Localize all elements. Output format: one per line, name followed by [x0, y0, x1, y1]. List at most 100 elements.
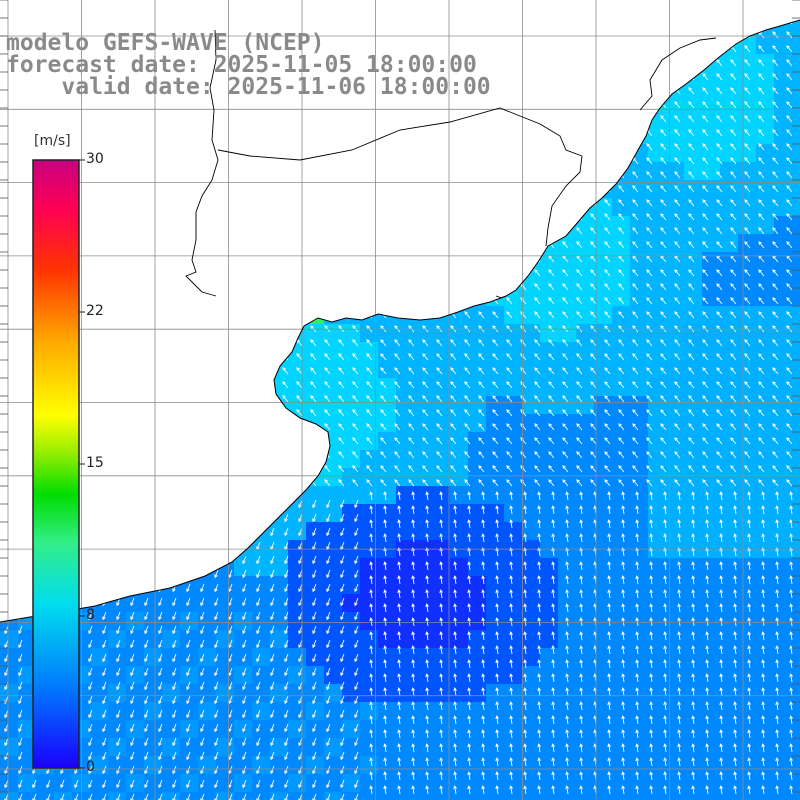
wind-arrow: [226, 20, 233, 25]
wind-arrow: [618, 59, 625, 67]
wind-arrow: [691, 603, 695, 613]
wind-arrow: [495, 771, 499, 781]
wind-arrow: [632, 59, 639, 67]
wind-arrow: [366, 353, 373, 361]
wind-arrow: [492, 283, 499, 291]
wind-arrow: [579, 757, 583, 767]
wind-arrow: [719, 589, 723, 599]
wind-arrow: [478, 157, 485, 165]
wind-arrow: [198, 297, 205, 305]
wind-arrow: [786, 241, 793, 249]
wind-arrow: [761, 519, 765, 529]
wind-arrow: [425, 729, 429, 739]
wind-arrow: [590, 269, 597, 277]
wind-arrow: [102, 695, 107, 705]
wind-arrow: [16, 367, 23, 375]
wind-arrow: [86, 269, 93, 277]
wind-arrow: [453, 687, 457, 697]
wind-arrow: [212, 241, 219, 249]
wind-arrow: [492, 409, 499, 417]
wind-arrow: [450, 31, 457, 39]
wind-arrow: [758, 227, 765, 235]
wind-arrow: [2, 395, 9, 403]
wind-arrow: [772, 311, 779, 319]
wind-arrow: [744, 479, 751, 487]
wind-arrow: [102, 765, 107, 775]
wind-arrow: [340, 709, 345, 719]
wind-arrow: [632, 87, 639, 95]
wind-arrow: [100, 437, 107, 445]
wind-arrow: [607, 533, 611, 543]
wind-arrow: [730, 143, 737, 151]
wind-arrow: [495, 519, 499, 529]
wind-arrow: [411, 491, 415, 501]
wind-arrow: [579, 533, 583, 543]
wind-arrow: [660, 31, 667, 39]
wind-arrow: [242, 513, 247, 523]
wind-arrow: [478, 129, 485, 137]
wind-arrow: [397, 743, 401, 753]
wind-arrow: [509, 589, 513, 599]
wind-arrow: [618, 199, 625, 207]
wind-arrow: [632, 20, 639, 25]
wind-arrow: [242, 709, 247, 719]
wind-arrow: [58, 101, 65, 109]
wind-arrow: [170, 157, 177, 165]
wind-arrow: [688, 409, 695, 417]
wind-arrow: [506, 227, 513, 235]
wind-arrow: [142, 353, 149, 361]
wind-arrow: [534, 213, 541, 221]
wind-arrow: [142, 129, 149, 137]
wind-arrow: [324, 283, 331, 291]
wind-arrow: [18, 793, 23, 800]
wind-arrow: [340, 569, 345, 579]
wind-arrow: [492, 87, 499, 95]
wind-arrow: [758, 353, 765, 361]
wind-arrow: [716, 129, 723, 137]
wind-arrow: [86, 437, 93, 445]
wind-arrow: [576, 465, 583, 473]
wind-arrow: [663, 729, 667, 739]
wind-arrow: [394, 20, 401, 25]
wind-arrow: [758, 59, 765, 67]
wind-arrow: [786, 45, 793, 53]
wind-arrow: [170, 479, 177, 487]
wind-arrow: [635, 659, 639, 669]
wind-arrow: [551, 575, 555, 585]
wind-arrow: [186, 527, 191, 537]
wind-arrow: [114, 479, 121, 487]
wind-arrow: [254, 311, 261, 319]
wind-arrow: [198, 241, 205, 249]
wind-arrow: [186, 555, 191, 565]
wind-arrow: [226, 241, 233, 249]
wind-arrow: [270, 555, 275, 565]
wind-arrow: [242, 695, 247, 705]
wind-arrow: [156, 227, 163, 235]
wind-arrow: [282, 395, 289, 403]
wind-arrow: [18, 597, 23, 607]
wind-arrow: [775, 673, 779, 683]
wind-arrow: [130, 695, 135, 705]
wind-arrow: [242, 653, 247, 663]
wind-arrow: [534, 423, 541, 431]
wind-arrow: [296, 395, 303, 403]
wind-arrow: [464, 199, 471, 207]
wind-arrow: [646, 451, 653, 459]
wind-arrow: [186, 681, 191, 691]
wind-arrow: [338, 157, 345, 165]
wind-arrow: [551, 771, 555, 781]
wind-arrow: [548, 409, 555, 417]
wind-arrow: [506, 199, 513, 207]
wind-arrow: [747, 505, 751, 515]
wind-arrow: [705, 589, 709, 599]
wind-arrow: [156, 409, 163, 417]
wind-arrow: [604, 59, 611, 67]
wind-arrow: [408, 311, 415, 319]
wind-arrow: [747, 673, 751, 683]
wind-arrow: [534, 59, 541, 67]
wind-arrow: [380, 269, 387, 277]
wind-arrow: [660, 423, 667, 431]
wind-arrow: [590, 227, 597, 235]
wind-arrow: [688, 101, 695, 109]
wind-arrow: [562, 437, 569, 445]
